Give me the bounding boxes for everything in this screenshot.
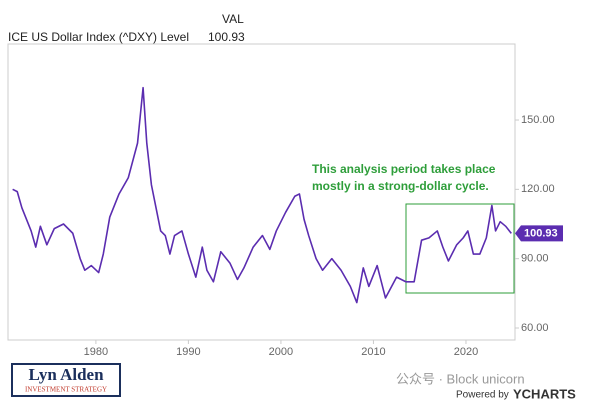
y-tick-label: 60.00	[521, 322, 549, 334]
logo-box	[11, 363, 121, 397]
x-tick-label: 2000	[269, 346, 293, 358]
highlight-box	[405, 203, 515, 294]
last-value-label: 100.93	[524, 227, 558, 239]
line-series	[12, 86, 512, 304]
watermark: 公众号 · Block unicorn	[396, 371, 525, 386]
y-tick-label: 150.00	[521, 114, 555, 126]
plot-frame	[7, 43, 516, 341]
annotation: mostly in a strong-dollar cycle.	[312, 179, 489, 193]
header-value: 100.93	[208, 30, 245, 44]
column-label: VAL	[222, 12, 244, 26]
provider: YCHARTS	[513, 386, 576, 401]
x-tick-label: 1990	[176, 346, 200, 358]
x-tick-label: 2020	[454, 346, 478, 358]
y-tick-label: 120.00	[521, 183, 555, 195]
x-tick-label: 2010	[361, 346, 385, 358]
x-tick-label: 1980	[84, 346, 108, 358]
logo-tagline: INVESTMENT STRATEGY	[25, 386, 107, 394]
y-tick-label: 90.00	[521, 253, 549, 265]
last-value-tag	[515, 225, 563, 242]
annotation: This analysis period takes place	[312, 162, 496, 176]
chart-title: ICE US Dollar Index (^DXY) Level	[8, 30, 189, 44]
logo-name: Lyn Alden	[28, 365, 104, 384]
powered-by: Powered by	[456, 390, 509, 401]
